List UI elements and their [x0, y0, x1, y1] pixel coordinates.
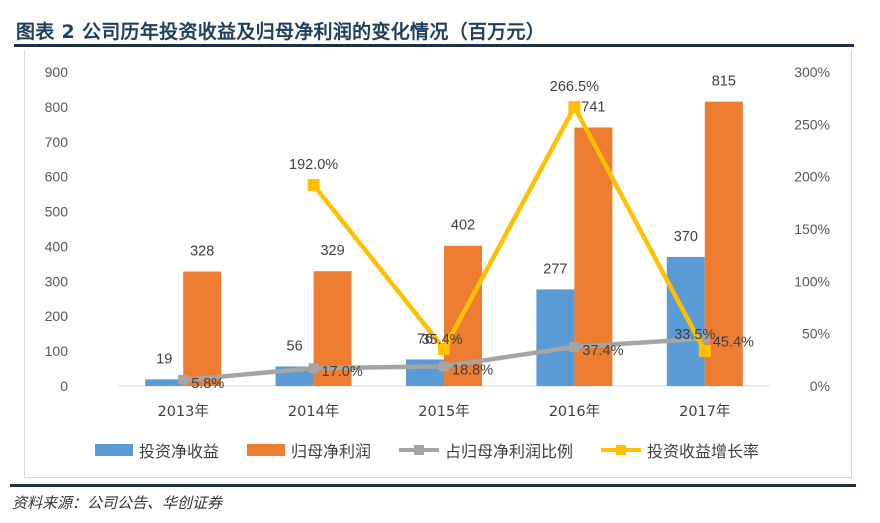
y-tick-label: 100 — [45, 343, 69, 359]
legend-label: 投资收益增长率 — [647, 442, 760, 461]
bar-net-profit — [183, 271, 222, 386]
ratio-data-label: 17.0% — [322, 364, 363, 380]
y-tick-label: 900 — [45, 64, 69, 80]
y-tick-label: 400 — [45, 238, 69, 254]
legend-swatch-investment-income — [95, 444, 133, 456]
marker-ratio — [569, 341, 580, 352]
right-axis: 0% 50% 100% 150% 200% 250% 300% — [794, 64, 830, 394]
bar-data-label: 56 — [287, 338, 303, 354]
marker-ratio — [308, 363, 319, 374]
ratio-data-label: 5.8% — [191, 376, 224, 392]
bar-data-label: 815 — [712, 74, 736, 90]
y2-tick-label: 0% — [810, 378, 830, 394]
y2-tick-label: 150% — [794, 221, 830, 237]
y2-tick-label: 250% — [794, 116, 830, 132]
bar-investment-income — [406, 359, 444, 386]
bar-investment-income — [666, 256, 705, 386]
marker-ratio — [178, 374, 189, 385]
y-tick-label: 600 — [45, 169, 69, 185]
legend-swatch-net-profit — [247, 444, 286, 456]
marker-ratio — [439, 361, 449, 372]
bar-data-label: 402 — [451, 218, 475, 234]
chart-title: 图表 2 公司历年投资收益及归母净利润的变化情况（百万元） — [16, 21, 546, 43]
growth-data-label: 33.5% — [674, 327, 715, 343]
footer-rule — [10, 484, 856, 487]
y-tick-label: 800 — [45, 99, 69, 115]
bar-data-label: 370 — [674, 229, 698, 245]
y-tick-label: 300 — [45, 273, 69, 289]
line-growth — [311, 104, 707, 352]
y2-tick-label: 200% — [794, 169, 830, 185]
legend-label: 投资净收益 — [139, 442, 220, 461]
legend-item-growth: 投资收益增长率 — [601, 438, 759, 462]
bar-data-label: 76 — [417, 331, 433, 347]
y2-tick-label: 300% — [794, 64, 830, 80]
category-labels: 2013年 2014年 2015年 2016年 2017年 — [157, 403, 730, 420]
bar-investment-income — [145, 379, 184, 386]
growth-data-label: 266.5% — [550, 79, 599, 95]
x-category-label: 2017年 — [679, 403, 730, 420]
legend-label: 占归母净利润比例 — [445, 442, 574, 461]
y-tick-label: 700 — [45, 134, 69, 150]
ratio-data-label: 45.4% — [713, 334, 754, 350]
data-labels: 19 56 76 277 370 328 329 402 741 815 5.8% 17.0% 18.8… — [156, 74, 754, 392]
y-tick-label: 0 — [60, 378, 68, 394]
marker-growth — [698, 344, 711, 357]
growth-data-label: 35.4% — [421, 332, 462, 348]
source-note: 资料来源：公司公告、华创证券 — [12, 494, 223, 512]
bar-data-label: 277 — [543, 261, 567, 277]
legend-item-net-profit: 归母净利润 — [247, 438, 371, 462]
legend-item-investment-income: 投资净收益 — [95, 438, 219, 462]
legend: 投资净收益 归母净利润 占归母净利润比例 投资收益增长率 — [95, 438, 787, 462]
bar-data-label: 19 — [156, 351, 172, 367]
y-tick-label: 500 — [45, 204, 69, 220]
bar-data-label: 329 — [320, 243, 344, 259]
bar-data-label: 741 — [581, 99, 605, 115]
bar-data-label: 328 — [190, 244, 214, 260]
ratio-data-label: 37.4% — [582, 343, 623, 359]
x-category-label: 2014年 — [288, 403, 339, 420]
title-rule — [14, 44, 854, 47]
marker-growth — [568, 101, 581, 114]
legend-item-ratio: 占归母净利润比例 — [399, 438, 573, 462]
legend-swatch-growth — [601, 444, 642, 456]
left-axis: 0 100 200 300 400 500 600 700 800 900 — [45, 64, 69, 394]
x-category-label: 2013年 — [157, 403, 208, 420]
x-category-label: 2016年 — [549, 403, 600, 420]
bar-net-profit — [704, 101, 743, 387]
marker-growth — [438, 342, 450, 355]
marker-growth — [307, 179, 320, 192]
legend-label: 归母净利润 — [291, 442, 372, 461]
bar-investment-income — [536, 289, 575, 386]
y-tick-label: 200 — [45, 308, 69, 324]
lines — [178, 101, 711, 385]
y2-tick-label: 100% — [794, 273, 830, 289]
marker-ratio — [699, 333, 710, 344]
y2-tick-label: 50% — [802, 326, 830, 342]
ratio-data-label: 18.8% — [452, 362, 493, 378]
growth-data-label: 192.0% — [289, 157, 338, 173]
x-category-label: 2015年 — [418, 403, 469, 420]
legend-swatch-ratio — [399, 444, 440, 456]
